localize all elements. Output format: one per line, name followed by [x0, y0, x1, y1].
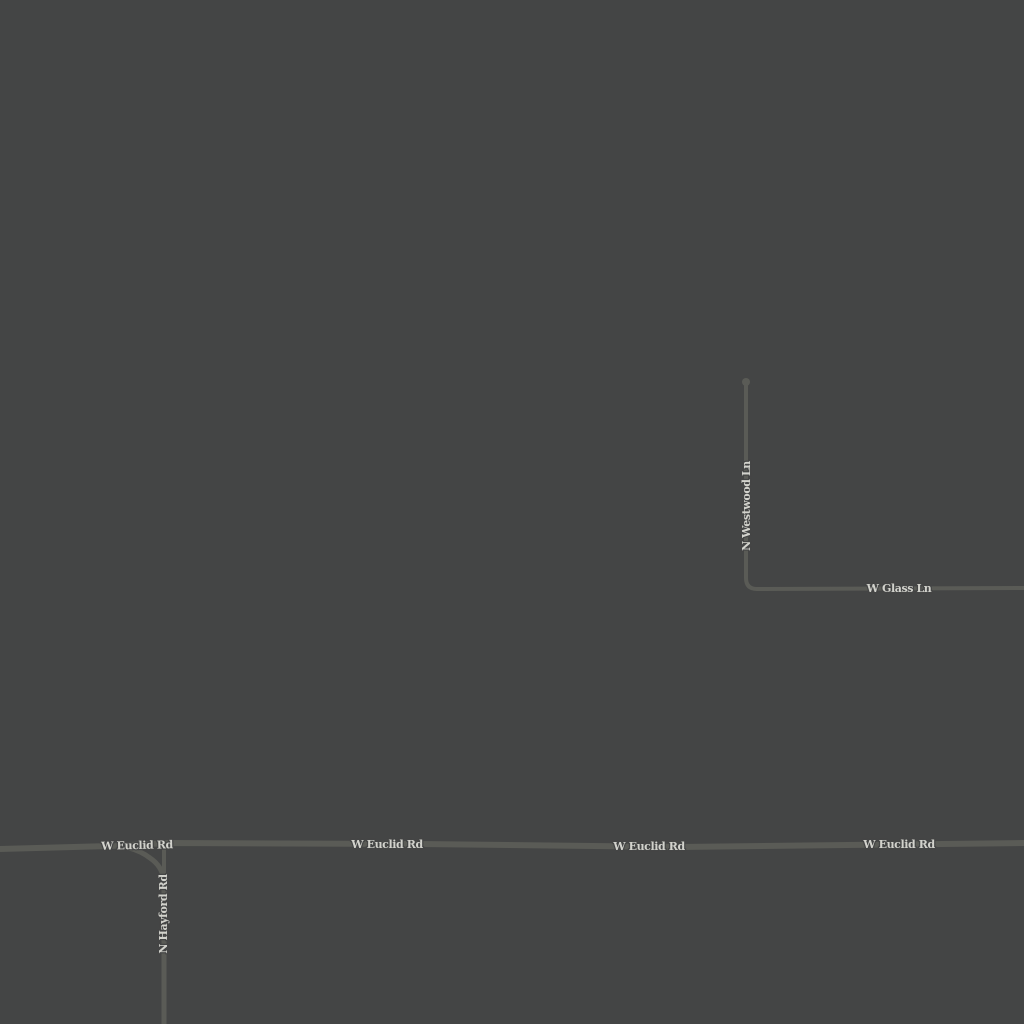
- cul-de-sac-westwood: [742, 378, 750, 386]
- road-label-n-hayford-rd: N Hayford Rd: [157, 874, 170, 954]
- road-layer: [0, 378, 1024, 1024]
- label-layer: W Euclid Rd W Euclid Rd W Euclid Rd W Eu…: [99, 459, 937, 954]
- road-label-w-euclid-rd: W Euclid Rd: [350, 838, 423, 851]
- road-label-w-euclid-rd: W Euclid Rd: [862, 838, 935, 851]
- road-label-n-westwood-ln: N Westwood Ln: [740, 461, 753, 551]
- road-w-glass-ln[interactable]: [755, 586, 1024, 591]
- road-label-w-euclid-rd: W Euclid Rd: [612, 840, 685, 853]
- road-w-euclid-rd[interactable]: [0, 840, 1024, 852]
- road-label-w-glass-ln: W Glass Ln: [866, 582, 932, 595]
- road-label-w-euclid-rd: W Euclid Rd: [100, 838, 174, 853]
